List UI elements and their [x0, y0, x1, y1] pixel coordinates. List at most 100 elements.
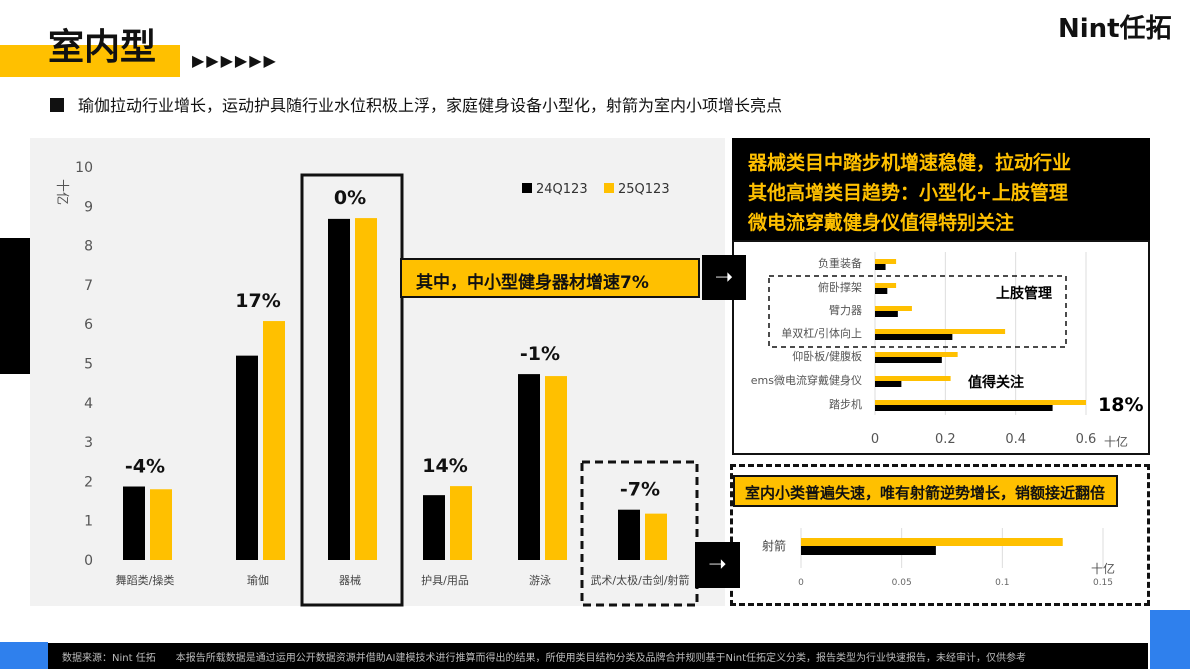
category-label: 臂力器 — [829, 304, 862, 317]
bar-24Q123 — [875, 357, 942, 363]
footer-note: 数据来源：Nint 任拓 本报告所载数据是通过运用公开数据资源并借助AI建模技术… — [48, 643, 1148, 669]
legend-label: 25Q123 — [618, 182, 670, 197]
annotation: 值得关注 — [968, 374, 1024, 391]
y-tick-label: 6 — [84, 317, 93, 333]
x-tick-label: 游泳 — [529, 573, 551, 587]
annotation: 18% — [1098, 394, 1143, 416]
x-tick-label: 舞蹈类/操类 — [116, 573, 175, 587]
x-tick-label: 武术/太极/击剑/射箭 — [590, 573, 689, 587]
footer-accent-right — [1150, 610, 1190, 669]
bar-25Q123 — [875, 329, 1006, 334]
y-axis-label: 十亿 — [54, 179, 69, 205]
y-tick-label: 8 — [84, 239, 93, 255]
x-tick-label: 护具/用品 — [421, 573, 469, 587]
x-tick-label: 0.05 — [892, 578, 912, 588]
bar-25Q123 — [801, 538, 1063, 546]
y-tick-label: 9 — [84, 199, 93, 215]
category-label: 负重装备 — [818, 256, 862, 270]
headline-line: 其他高增类目趋势：小型化+上肢管理 — [748, 182, 1068, 204]
data-label: 17% — [235, 290, 280, 312]
bullet-square-icon — [50, 98, 64, 112]
category-label: 射箭 — [762, 538, 786, 553]
bar-24Q123 — [618, 509, 640, 560]
legend-swatch — [604, 183, 614, 193]
bar-25Q123 — [355, 218, 377, 560]
data-label: -1% — [520, 343, 560, 365]
y-tick-label: 4 — [84, 396, 93, 412]
footer-accent-left — [0, 642, 48, 669]
page-title: 室内型 — [48, 27, 157, 68]
bar-24Q123 — [875, 288, 888, 294]
x-tick-label: 0 — [798, 578, 804, 588]
bar-24Q123 — [123, 486, 145, 560]
y-tick-label: 5 — [84, 357, 93, 373]
bar-24Q123 — [875, 311, 898, 317]
dashed-group-box — [768, 275, 1067, 348]
data-label: -4% — [125, 456, 165, 478]
bar-24Q123 — [875, 264, 886, 270]
bar-25Q123 — [545, 376, 567, 560]
bar-24Q123 — [875, 381, 902, 387]
x-axis-label: 十亿 — [1091, 561, 1115, 576]
category-label: 仰卧板/健腹板 — [792, 349, 862, 363]
right-headline: 器械类目中踏步机增速稳健，拉动行业 其他高增类目趋势：小型化+上肢管理 微电流穿… — [732, 138, 1150, 240]
category-label: 踏步机 — [829, 397, 862, 411]
highlight-box — [300, 173, 404, 607]
y-tick-label: 2 — [84, 474, 93, 490]
legend-swatch — [522, 183, 532, 193]
bar-25Q123 — [150, 489, 172, 560]
side-block — [0, 238, 30, 374]
bar-25Q123 — [450, 486, 472, 560]
highlight-box-dashed — [580, 460, 699, 607]
x-axis-label: 十亿 — [1104, 434, 1128, 449]
data-label: 0% — [334, 187, 366, 209]
category-label: 俯卧撑架 — [818, 280, 862, 294]
bar-25Q123 — [263, 321, 285, 560]
bar-25Q123 — [645, 513, 667, 560]
bar-24Q123 — [875, 334, 953, 340]
arrow-decoration: ▶▶▶▶▶▶ — [192, 51, 278, 70]
subtitle-text: 瑜伽拉动行业增长，运动护具随行业水位积极上浮，家庭健身设备小型化，射箭为室内小项… — [78, 96, 783, 115]
headline-line: 器械类目中踏步机增速稳健，拉动行业 — [748, 152, 1072, 174]
logo: Nint任拓 — [1058, 14, 1172, 44]
bar-25Q123 — [875, 400, 1086, 405]
data-label: 14% — [422, 455, 467, 477]
main-chart-panel — [30, 138, 725, 606]
y-tick-label: 0 — [84, 553, 93, 569]
archery-label: 室内小类普遍失速，唯有射箭逆势增长，销额接近翻倍 — [733, 475, 1118, 507]
x-tick-label: 0.1 — [995, 578, 1009, 588]
category-label: 单双杠/引体向上 — [781, 326, 862, 340]
bar-25Q123 — [875, 376, 951, 381]
bar-24Q123 — [518, 374, 540, 560]
bar-24Q123 — [236, 355, 258, 560]
data-label: -7% — [620, 479, 660, 501]
x-tick-label: 0.6 — [1076, 432, 1097, 447]
bar-25Q123 — [875, 259, 897, 264]
category-label: ems微电流穿戴健身仪 — [751, 373, 862, 387]
bar-25Q123 — [875, 306, 912, 311]
y-tick-label: 7 — [84, 278, 93, 294]
bar-24Q123 — [423, 495, 445, 560]
callout-label: 其中，中小型健身器材增速7% — [400, 258, 700, 298]
x-tick-label: 器械 — [339, 573, 361, 587]
bar-24Q123 — [801, 546, 936, 555]
y-tick-label: 1 — [84, 514, 93, 530]
bar-24Q123 — [328, 218, 350, 560]
x-tick-label: 0.4 — [1005, 432, 1026, 447]
y-tick-label: 10 — [75, 160, 93, 176]
x-tick-label: 0.15 — [1093, 578, 1113, 588]
x-tick-label: 瑜伽 — [247, 573, 269, 587]
annotation: 上肢管理 — [996, 285, 1052, 302]
legend-label: 24Q123 — [536, 182, 588, 197]
bar-24Q123 — [875, 405, 1053, 411]
arrow-right-icon: ➝ — [695, 542, 740, 588]
x-tick-label: 0 — [871, 432, 879, 447]
x-tick-label: 0.2 — [935, 432, 956, 447]
y-tick-label: 3 — [84, 435, 93, 451]
title-accent-bar — [0, 45, 180, 77]
arrow-right-icon: ➝ — [702, 255, 746, 300]
headline-line: 微电流穿戴健身仪值得特别关注 — [748, 212, 1015, 234]
archery-hbar-chart: 0 0.05 0.1 0.15 十亿 射箭 — [762, 528, 1115, 588]
